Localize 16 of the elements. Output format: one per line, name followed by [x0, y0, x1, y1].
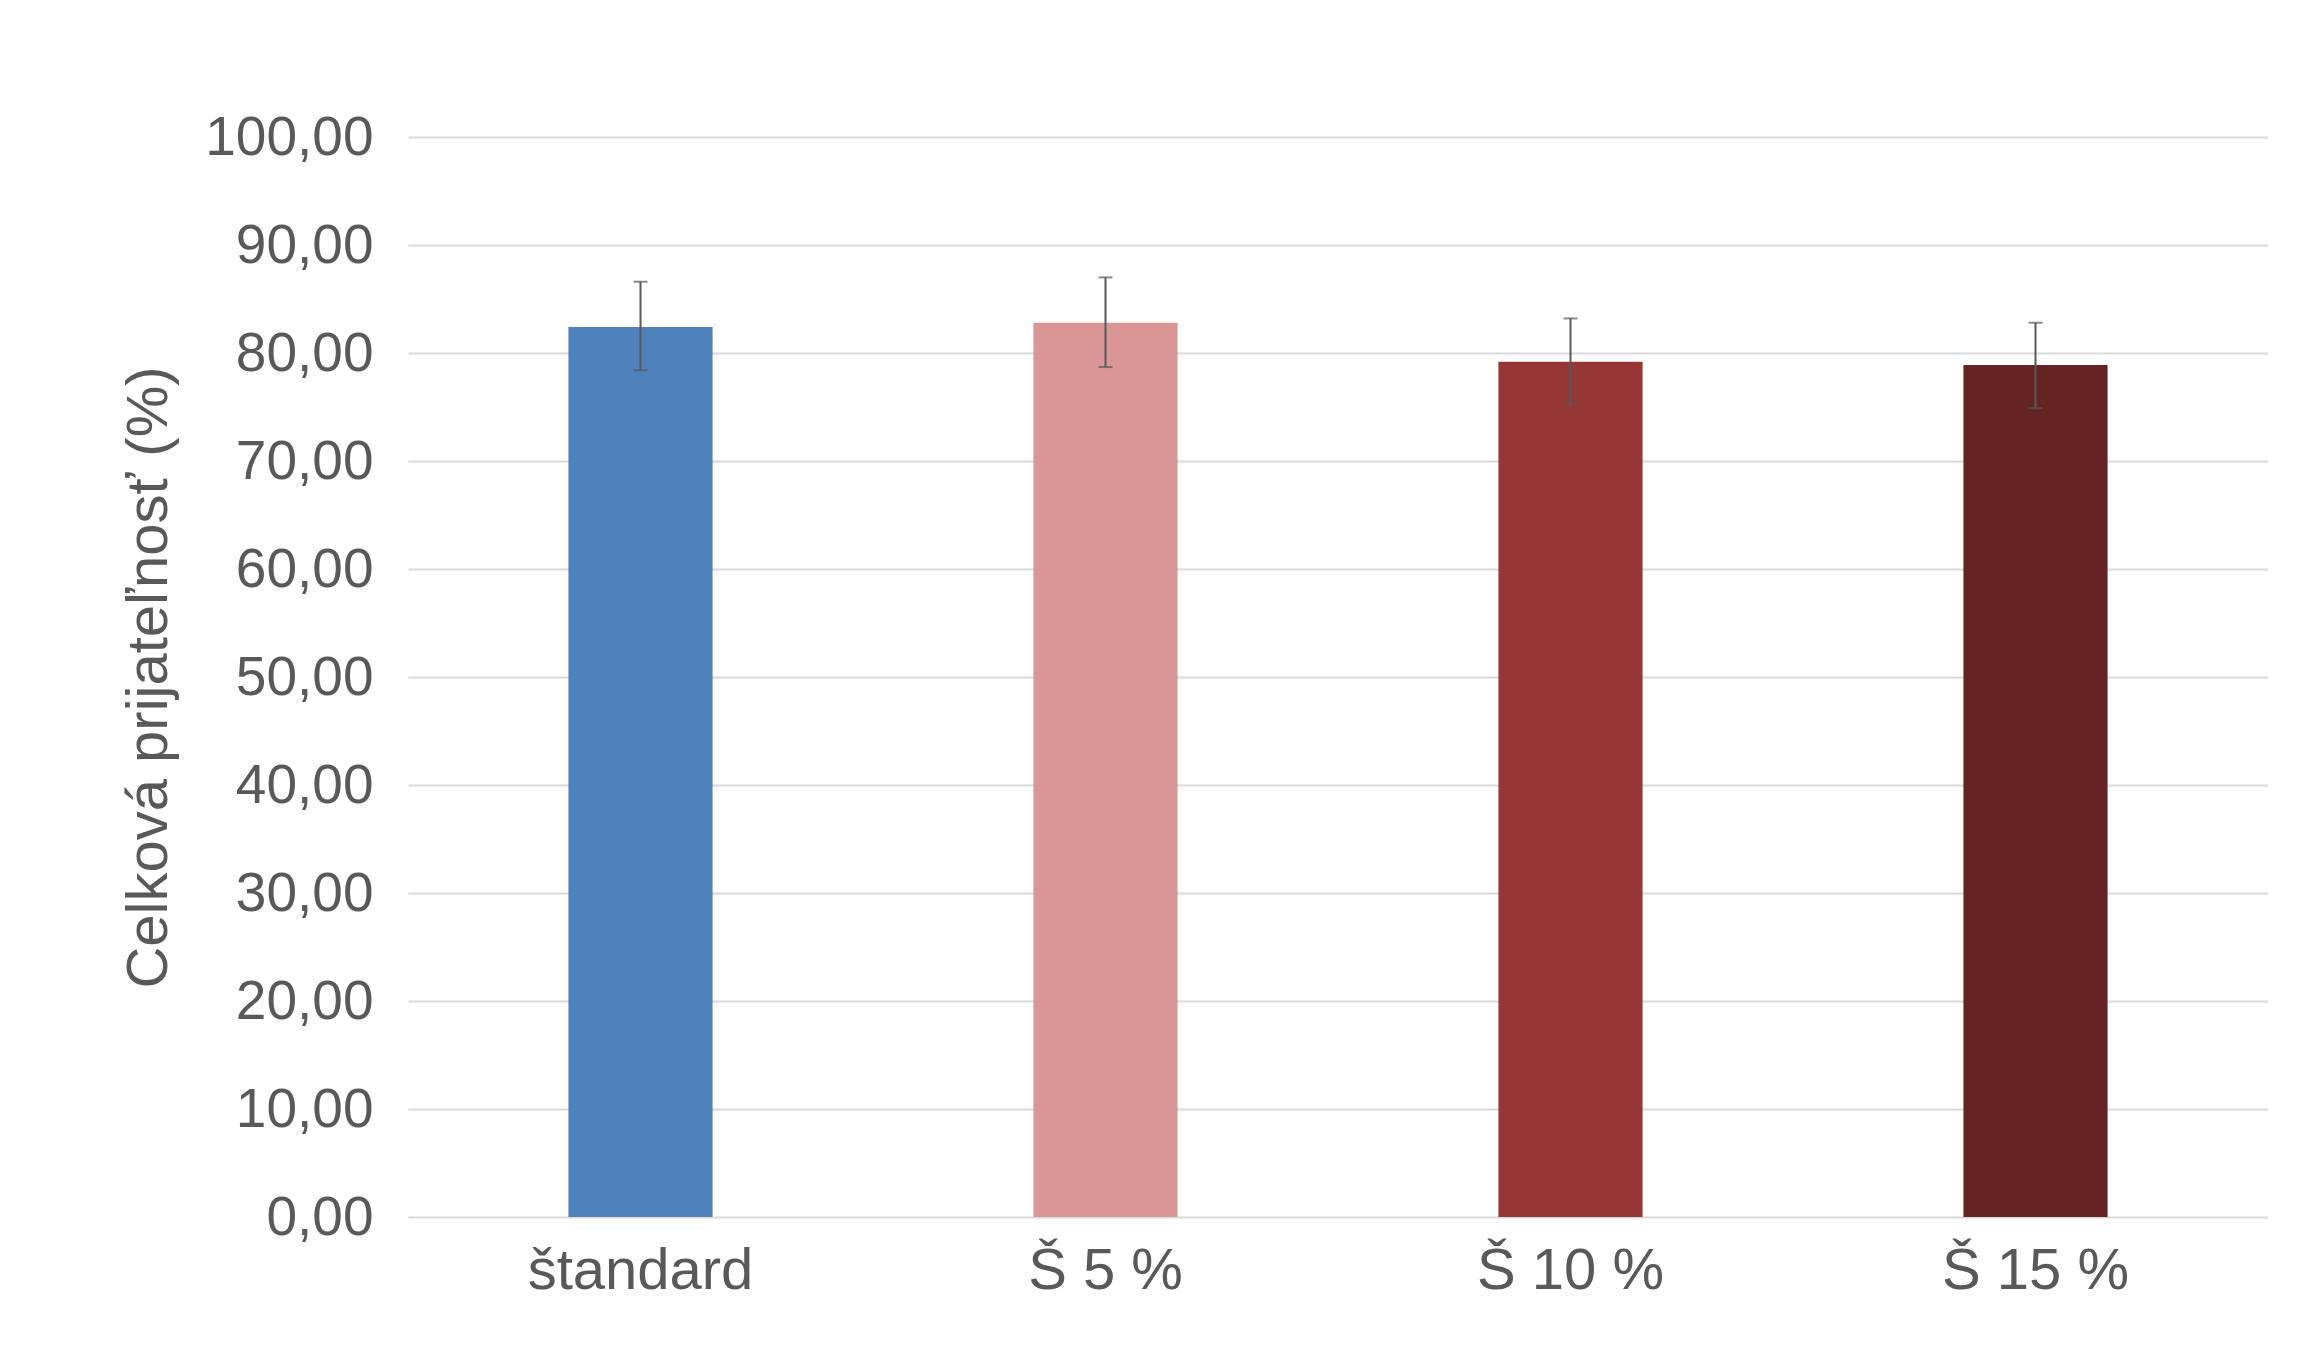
y-tick-label: 90,00 [235, 212, 374, 275]
y-tick-label: 10,00 [235, 1076, 374, 1139]
y-tick-label: 20,00 [235, 968, 374, 1031]
y-tick-label: 50,00 [235, 644, 374, 707]
y-tick-label: 60,00 [235, 536, 374, 599]
y-tick-label: 40,00 [235, 752, 374, 815]
y-tick-label: 80,00 [235, 320, 374, 383]
y-tick-label: 70,00 [235, 428, 374, 491]
x-tick-label: Š 15 % [1942, 1235, 2129, 1301]
y-axis-title: Celková prijateľnosť (%) [113, 366, 179, 989]
y-tick-label: 0,00 [266, 1184, 374, 1247]
x-tick-label: Š 5 % [1028, 1235, 1183, 1301]
x-tick-label: Š 10 % [1477, 1235, 1664, 1301]
y-tick-label: 30,00 [235, 860, 374, 923]
y-tick-label: 100,00 [205, 104, 374, 167]
x-tick-label: štandard [527, 1235, 754, 1301]
